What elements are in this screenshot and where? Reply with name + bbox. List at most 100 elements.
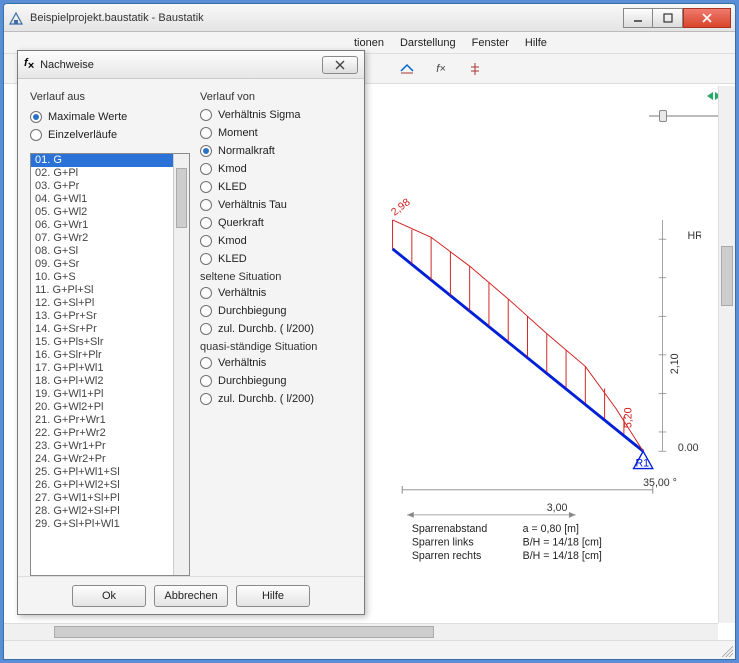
app-icon xyxy=(8,10,24,26)
label-520: 5,20 xyxy=(623,407,635,428)
list-item[interactable]: 18. G+Pl+Wl2 xyxy=(31,375,173,388)
list-item[interactable]: 24. G+Wr2+Pr xyxy=(31,453,173,466)
list-item[interactable]: 13. G+Pr+Sr xyxy=(31,310,173,323)
dialog-close-button[interactable] xyxy=(322,56,358,74)
svg-text:a = 0,80 [m]: a = 0,80 [m] xyxy=(523,523,579,535)
radio-label: Durchbiegung xyxy=(218,375,287,387)
radio-label: Verhältnis Sigma xyxy=(218,109,301,121)
menu-item[interactable]: Hilfe xyxy=(525,37,547,49)
list-item[interactable]: 14. G+Sr+Pr xyxy=(31,323,173,336)
radio-option[interactable]: Querkraft xyxy=(200,217,352,229)
radio-option[interactable]: Verhältnis xyxy=(200,357,352,369)
list-item[interactable]: 20. G+Wl2+Pl xyxy=(31,401,173,414)
ok-button[interactable]: Ok xyxy=(72,585,146,607)
list-item[interactable]: 08. G+Sl xyxy=(31,245,173,258)
list-item[interactable]: 25. G+Pl+Wl1+Sl xyxy=(31,466,173,479)
list-item[interactable]: 27. G+Wl1+Sl+Pl xyxy=(31,492,173,505)
radio-label: Maximale Werte xyxy=(48,111,127,123)
toolbar-icon[interactable] xyxy=(467,61,483,77)
radio-label: Verhältnis Tau xyxy=(218,199,287,211)
horizontal-scrollbar[interactable] xyxy=(4,623,718,640)
svg-text:R1: R1 xyxy=(635,458,649,470)
radio-label: Durchbiegung xyxy=(218,305,287,317)
titlebar: Beispielprojekt.baustatik - Baustatik xyxy=(4,4,735,32)
list-item[interactable]: 17. G+Pl+Wl1 xyxy=(31,362,173,375)
list-item[interactable]: 02. G+Pl xyxy=(31,167,173,180)
radio-option[interactable]: Normalkraft xyxy=(200,145,352,157)
list-item[interactable]: 05. G+Wl2 xyxy=(31,206,173,219)
list-item[interactable]: 15. G+Pls+Slr xyxy=(31,336,173,349)
cancel-button[interactable]: Abbrechen xyxy=(154,585,228,607)
nachweise-dialog: f× Nachweise Verlauf aus Maximale WerteE… xyxy=(17,50,365,615)
radio-option[interactable]: zul. Durchb. ( l/200) xyxy=(200,393,352,405)
support-r1: R1 xyxy=(634,451,653,469)
menu-item[interactable]: Fenster xyxy=(472,37,509,49)
radio-option[interactable]: Durchbiegung xyxy=(200,305,352,317)
fx-icon[interactable]: f× xyxy=(433,61,449,77)
radio-label: zul. Durchb. ( l/200) xyxy=(218,323,314,335)
radio-icon xyxy=(200,145,212,157)
radio-icon xyxy=(200,127,212,139)
list-item[interactable]: 03. G+Pr xyxy=(31,180,173,193)
load-combinations-listbox[interactable]: 01. G02. G+Pl03. G+Pr04. G+Wl105. G+Wl20… xyxy=(30,153,190,576)
list-item[interactable]: 11. G+Pl+Sl xyxy=(31,284,173,297)
group-label: seltene Situation xyxy=(200,271,352,283)
structural-diagram: HR 2,10 2,10 0.00 3,00 35,00 ° xyxy=(354,116,701,613)
list-item[interactable]: 01. G xyxy=(31,154,173,167)
vertical-scrollbar[interactable] xyxy=(718,86,735,623)
help-button[interactable]: Hilfe xyxy=(236,585,310,607)
radio-label: Kmod xyxy=(218,163,247,175)
radio-option[interactable]: KLED xyxy=(200,181,352,193)
radio-option[interactable]: Moment xyxy=(200,127,352,139)
force-diagram xyxy=(393,220,644,451)
radio-label: zul. Durchb. ( l/200) xyxy=(218,393,314,405)
radio-option[interactable]: Durchbiegung xyxy=(200,375,352,387)
maximize-button[interactable] xyxy=(653,8,683,28)
radio-option[interactable]: Verhältnis Sigma xyxy=(200,109,352,121)
radio-option[interactable]: Verhältnis Tau xyxy=(200,199,352,211)
label-angle: 35,00 ° xyxy=(643,477,677,489)
label-hr: HR 2,10 xyxy=(688,230,701,242)
radio-icon xyxy=(200,287,212,299)
list-item[interactable]: 26. G+Pl+Wl2+Sl xyxy=(31,479,173,492)
list-item[interactable]: 12. G+Sl+Pl xyxy=(31,297,173,310)
minimize-button[interactable] xyxy=(623,8,653,28)
list-item[interactable]: 21. G+Pr+Wr1 xyxy=(31,414,173,427)
radio-option[interactable]: zul. Durchb. ( l/200) xyxy=(200,323,352,335)
radio-option[interactable]: Kmod xyxy=(200,235,352,247)
radio-icon xyxy=(30,111,42,123)
radio-icon xyxy=(200,181,212,193)
toolbar-icon[interactable] xyxy=(399,61,415,77)
radio-icon xyxy=(200,253,212,265)
close-button[interactable] xyxy=(683,8,731,28)
radio-option[interactable]: Einzelverläufe xyxy=(30,129,190,141)
list-item[interactable]: 16. G+Slr+Plr xyxy=(31,349,173,362)
beam-line xyxy=(393,249,644,451)
resize-grip[interactable] xyxy=(719,643,733,657)
nav-left-icon[interactable] xyxy=(707,92,713,100)
list-item[interactable]: 07. G+Wr2 xyxy=(31,232,173,245)
radio-option[interactable]: Verhältnis xyxy=(200,287,352,299)
radio-icon xyxy=(200,393,212,405)
main-window: Beispielprojekt.baustatik - Baustatik ti… xyxy=(3,3,736,660)
list-item[interactable]: 23. G+Wr1+Pr xyxy=(31,440,173,453)
list-item[interactable]: 28. G+Wl2+Sl+Pl xyxy=(31,505,173,518)
radio-option[interactable]: Kmod xyxy=(200,163,352,175)
radio-label: KLED xyxy=(218,253,247,265)
listbox-scrollbar[interactable] xyxy=(173,154,189,575)
list-item[interactable]: 04. G+Wl1 xyxy=(31,193,173,206)
list-item[interactable]: 22. G+Pr+Wr2 xyxy=(31,427,173,440)
radio-icon xyxy=(30,129,42,141)
radio-option[interactable]: KLED xyxy=(200,253,352,265)
menu-item[interactable]: Darstellung xyxy=(400,37,456,49)
list-item[interactable]: 29. G+Sl+Pl+Wl1 xyxy=(31,518,173,531)
list-item[interactable]: 09. G+Sr xyxy=(31,258,173,271)
list-item[interactable]: 19. G+Wl1+Pl xyxy=(31,388,173,401)
menu-item[interactable]: tionen xyxy=(354,37,384,49)
radio-label: Verhältnis xyxy=(218,287,266,299)
list-item[interactable]: 06. G+Wr1 xyxy=(31,219,173,232)
list-item[interactable]: 10. G+S xyxy=(31,271,173,284)
radio-option[interactable]: Maximale Werte xyxy=(30,111,190,123)
radio-icon xyxy=(200,305,212,317)
radio-label: KLED xyxy=(218,181,247,193)
